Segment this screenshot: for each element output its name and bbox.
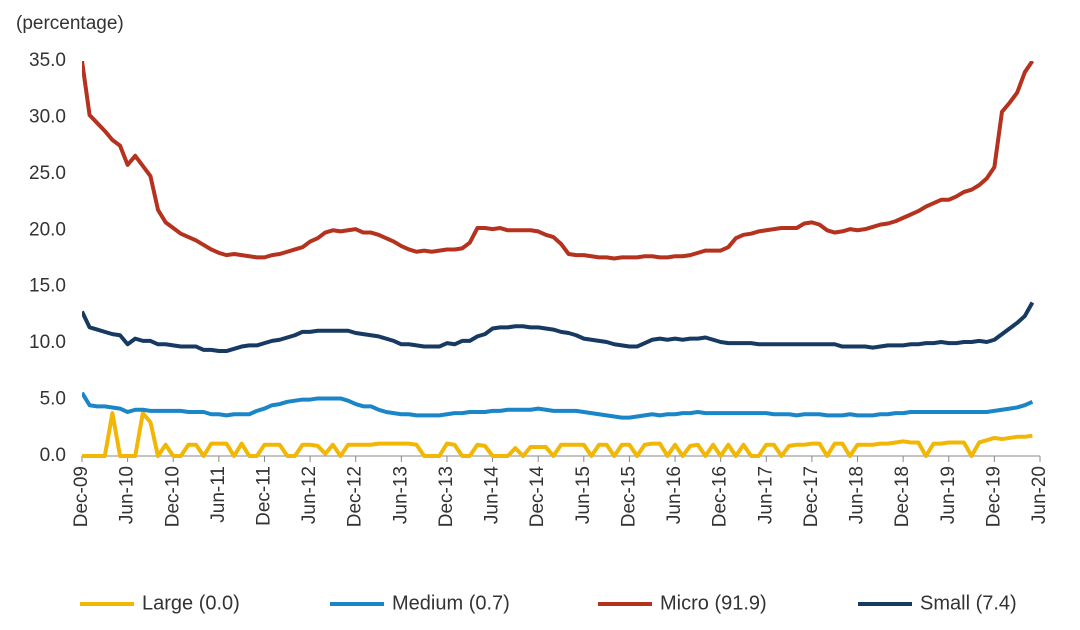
x-tick-label: Jun-19 (938, 466, 959, 524)
series-line (82, 411, 1033, 458)
legend-text: Large (0.0) (142, 592, 240, 614)
x-tick-label: Jun-13 (390, 466, 411, 524)
x-tick-label: Jun-14 (482, 466, 503, 525)
x-tick-label: Dec-13 (436, 466, 457, 527)
x-tick-label: Jun-20 (1029, 466, 1050, 524)
x-tick-label: Jun-15 (573, 466, 594, 524)
legend-text: Medium (0.7) (392, 592, 510, 614)
series-line (82, 391, 1034, 420)
y-tick-label: 30.0 (29, 106, 66, 127)
x-tick-label: Dec-10 (162, 466, 183, 527)
x-tick-label: Dec-18 (892, 466, 913, 527)
x-tick-label: Jun-10 (117, 466, 138, 524)
x-tick-label: Dec-14 (527, 466, 548, 528)
x-tick-label: Dec-09 (71, 466, 92, 527)
x-tick-label: Dec-16 (710, 466, 731, 527)
y-tick-label: 25.0 (29, 163, 66, 184)
x-tick-label: Dec-17 (801, 466, 822, 527)
y-tick-label: 10.0 (29, 332, 66, 353)
legend-text: Micro (91.9) (660, 592, 767, 614)
y-tick-label: 20.0 (29, 219, 66, 240)
x-tick-label: Dec-19 (983, 466, 1004, 527)
x-tick-label: Jun-11 (208, 466, 229, 523)
y-tick-label: 35.0 (29, 50, 66, 71)
legend-text: Small (7.4) (920, 592, 1017, 614)
x-tick-label: Dec-11 (253, 466, 274, 526)
x-tick-label: Jun-18 (847, 466, 868, 524)
y-tick-label: 0.0 (40, 445, 66, 466)
y-axis-label: (percentage) (16, 13, 124, 34)
y-tick-label: 15.0 (29, 276, 66, 297)
x-tick-label: Jun-16 (664, 466, 685, 524)
x-tick-label: Jun-17 (755, 466, 776, 524)
y-tick-label: 5.0 (40, 389, 66, 410)
x-tick-label: Jun-12 (299, 466, 320, 524)
series-line (82, 301, 1035, 354)
series-line (82, 61, 1035, 261)
x-tick-label: Dec-12 (345, 466, 366, 527)
x-tick-label: Dec-15 (618, 466, 639, 527)
